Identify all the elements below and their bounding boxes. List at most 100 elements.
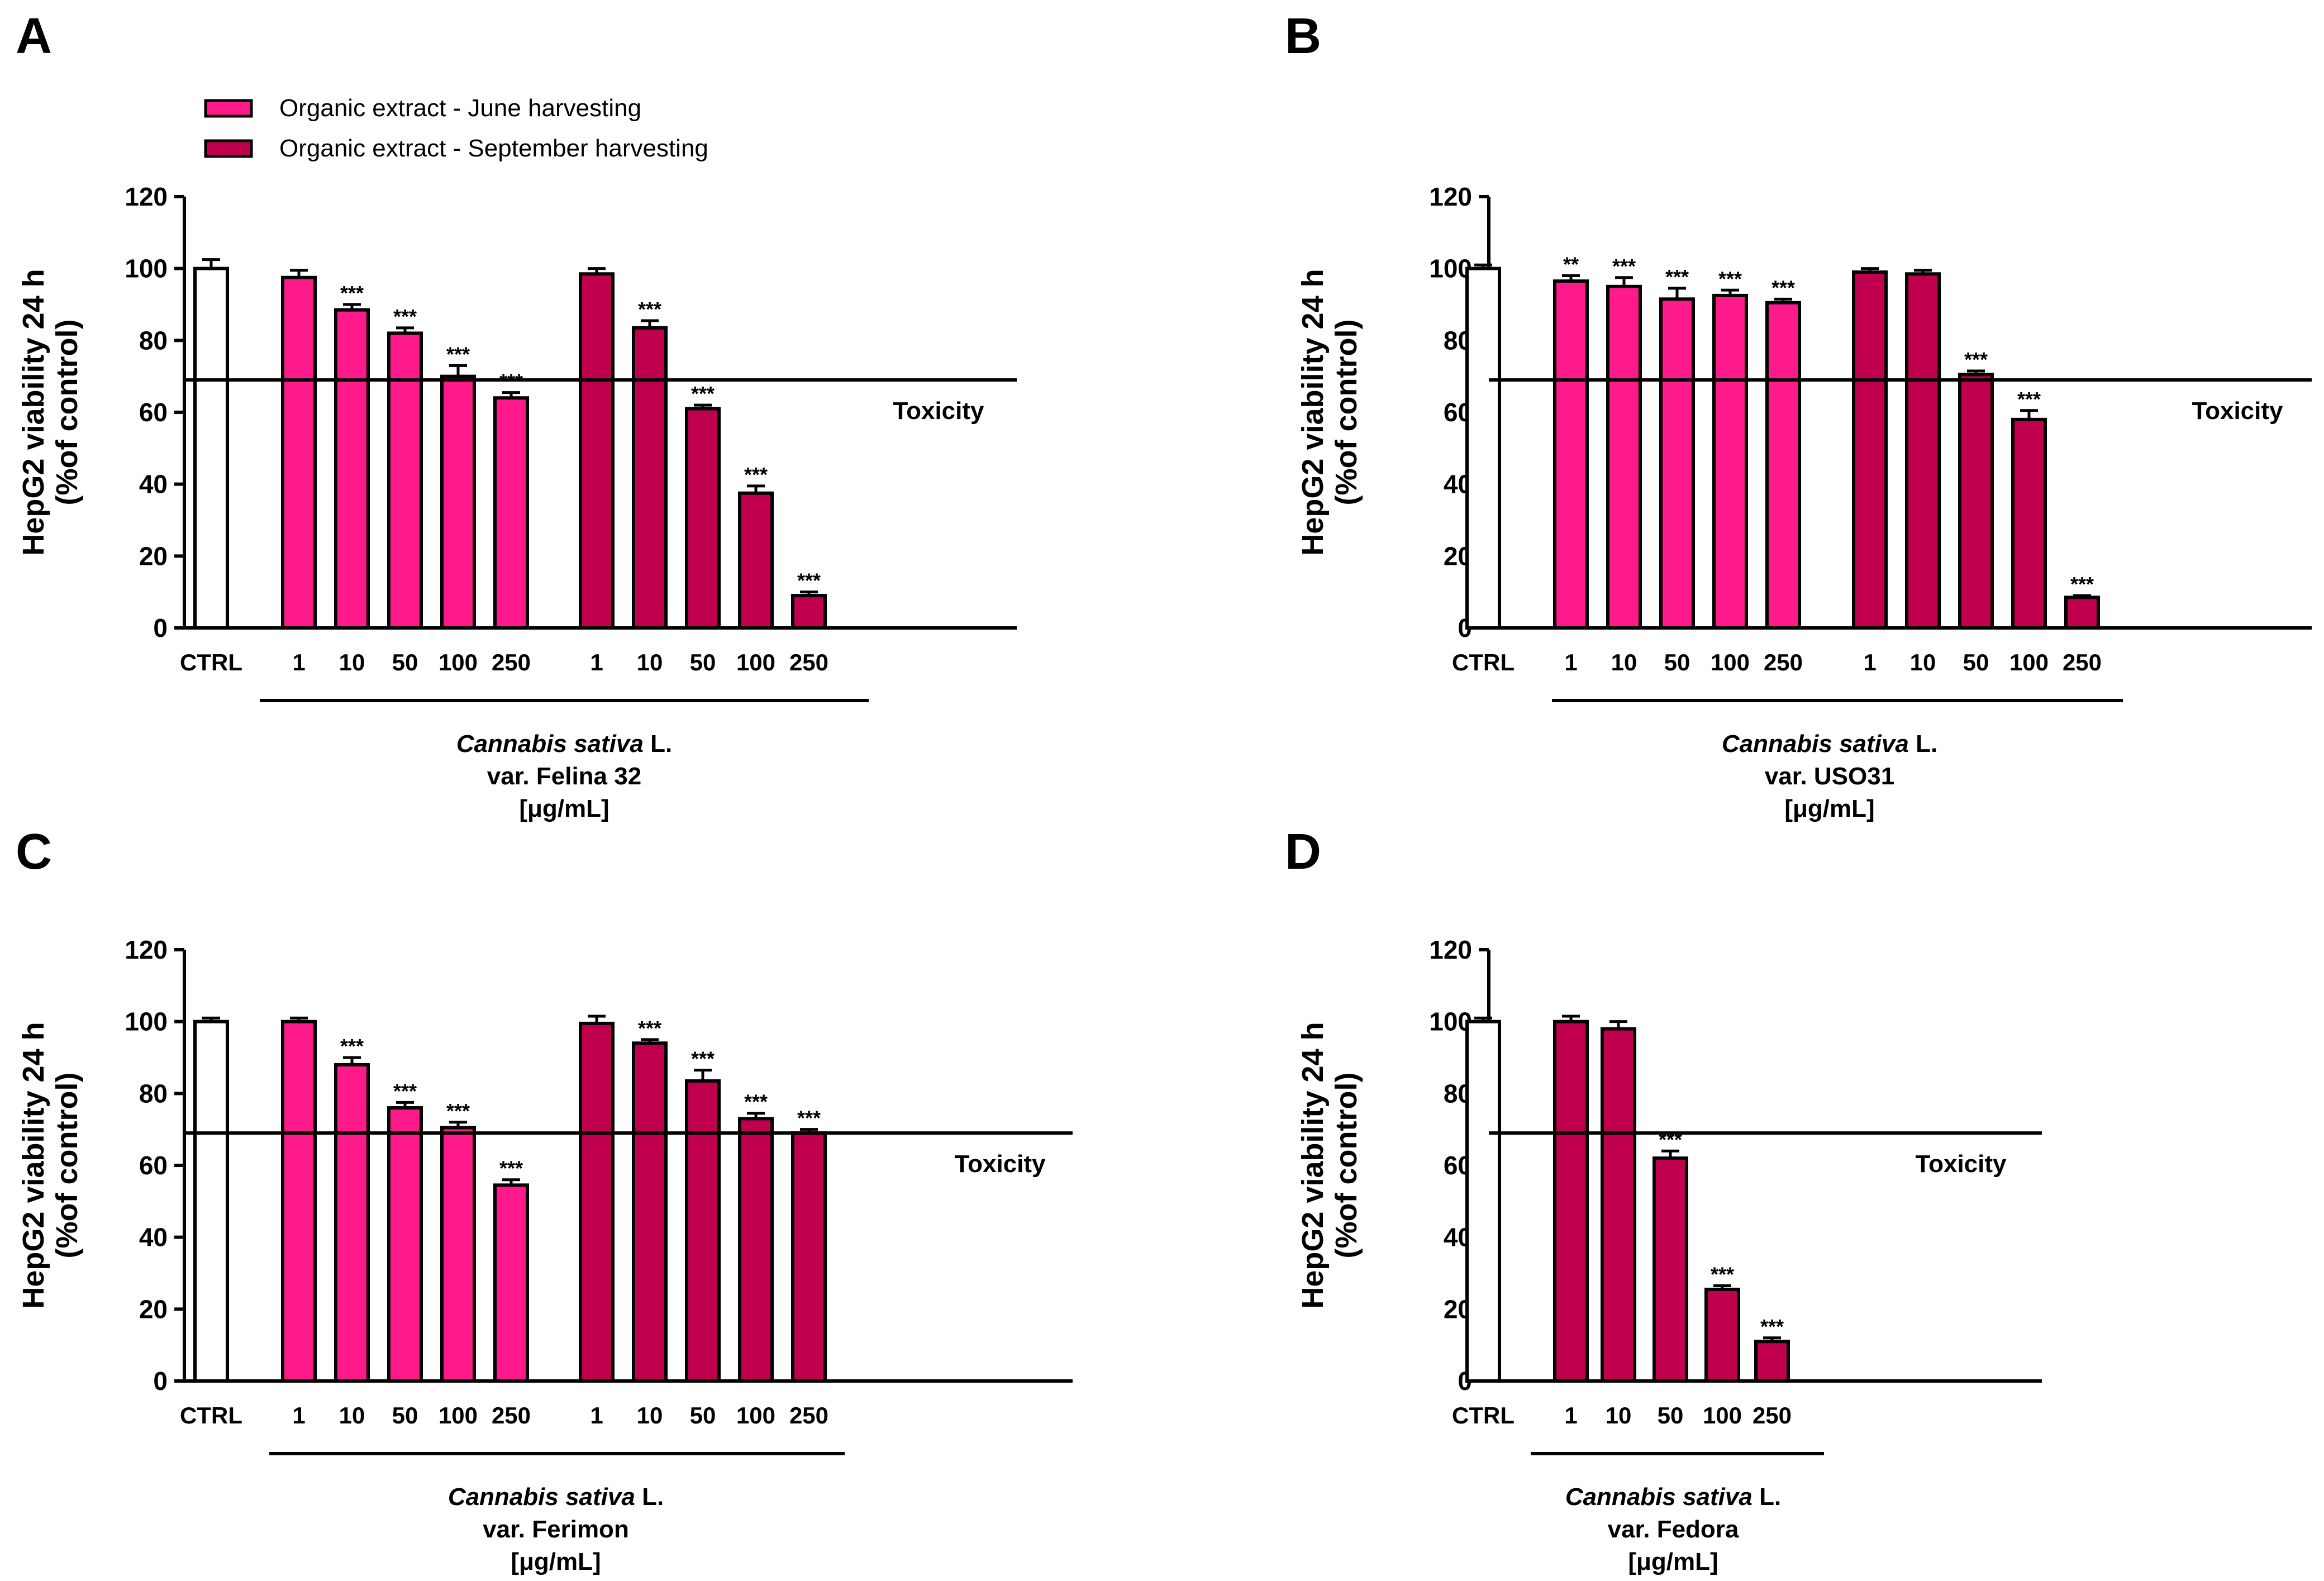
significance-label: *** (691, 382, 715, 405)
x-category-label: 1 (1564, 1402, 1577, 1428)
june-bar (281, 1020, 317, 1383)
september-bar (1754, 1340, 1790, 1383)
significance-label: ** (1563, 253, 1579, 276)
y-tick-label: 40 (139, 470, 168, 499)
june-bar (281, 275, 317, 630)
september-bar (791, 594, 827, 630)
x-category-label: 50 (392, 649, 418, 675)
significance-label: *** (340, 1035, 364, 1058)
ctrl-bar (193, 1020, 229, 1383)
y-axis-subtitle: (%of control) (50, 320, 84, 506)
x-category-label: 50 (690, 1402, 716, 1428)
x-category-label: 250 (789, 649, 828, 675)
y-tick-label: 60 (139, 398, 168, 427)
y-tick-label: 120 (125, 935, 168, 964)
group-label-unit: [μg/mL] (511, 1548, 601, 1575)
x-category-label: 250 (2063, 649, 2102, 675)
significance-label: *** (446, 1099, 470, 1122)
x-category-label: 1 (590, 649, 603, 675)
significance-label: *** (340, 282, 364, 304)
september-bar (579, 272, 615, 630)
significance-label: *** (1718, 267, 1742, 290)
x-category-label: 100 (439, 649, 478, 675)
significance-label: *** (638, 298, 661, 321)
x-category-label: 10 (637, 1402, 663, 1428)
x-category-label: 250 (492, 1402, 531, 1428)
x-category-label: 250 (492, 649, 531, 675)
x-category-label: 250 (1764, 649, 1803, 675)
y-tick-label: 20 (139, 1294, 168, 1323)
y-axis-title: HepG2 viability 24 h (1296, 269, 1330, 555)
september-bar (2064, 596, 2100, 630)
group-label-species: Cannabis sativa L. (448, 1483, 664, 1511)
x-category-label: CTRL (180, 649, 242, 675)
y-tick-label: 100 (125, 254, 168, 283)
y-tick-label: 80 (139, 326, 168, 355)
y-tick-label: 120 (1429, 182, 1472, 211)
y-tick-label: 100 (125, 1007, 168, 1036)
september-bar (632, 326, 668, 630)
x-category-label: 250 (789, 1402, 828, 1428)
september-bar (1704, 1287, 1740, 1383)
september-bar (791, 1131, 827, 1383)
x-category-label: 100 (1711, 649, 1750, 675)
september-bar (1553, 1020, 1589, 1383)
panel-letter: C (16, 824, 52, 880)
x-category-label: 1 (1564, 649, 1577, 675)
x-category-label: 100 (439, 1402, 478, 1428)
group-label-variety: var. USO31 (1765, 763, 1894, 790)
group-label-variety: var. Felina 32 (487, 763, 641, 790)
x-category-label: 1 (292, 1402, 305, 1428)
significance-label: *** (797, 1107, 821, 1130)
x-category-label: 10 (1910, 649, 1936, 675)
september-bar (1852, 270, 1888, 630)
x-category-label: 50 (690, 649, 716, 675)
y-axis-title: HepG2 viability 24 h (17, 1022, 50, 1308)
x-category-label: 100 (736, 649, 775, 675)
june-bar (1712, 293, 1748, 630)
june-bar (440, 374, 476, 630)
y-axis-subtitle: (%of control) (1330, 320, 1363, 506)
significance-label: *** (744, 1090, 768, 1113)
panel-letter: A (16, 8, 52, 64)
toxicity-label: Toxicity (2192, 397, 2283, 425)
significance-label: *** (797, 569, 821, 592)
y-tick-label: 0 (153, 1366, 168, 1396)
y-axis-title: HepG2 viability 24 h (1296, 1022, 1330, 1308)
toxicity-label: Toxicity (1915, 1150, 2007, 1178)
legend-label: Organic extract - September harvesting (279, 135, 708, 162)
legend-label: Organic extract - June harvesting (279, 94, 641, 122)
september-bar (738, 1117, 774, 1383)
september-bar (1652, 1156, 1688, 1383)
x-category-label: 10 (1606, 1402, 1632, 1428)
legend-swatch (204, 99, 253, 118)
september-bar (685, 1079, 721, 1383)
x-category-label: 1 (1863, 649, 1876, 675)
y-tick-label: 120 (1429, 935, 1472, 964)
significance-label: *** (1711, 1263, 1734, 1286)
significance-label: *** (691, 1047, 715, 1070)
significance-label: *** (393, 1079, 417, 1102)
y-tick-label: 100 (1429, 1007, 1472, 1036)
september-bar (2011, 417, 2047, 630)
significance-label: *** (393, 305, 417, 328)
x-category-label: 10 (339, 1402, 365, 1428)
september-bar (685, 407, 721, 630)
june-bar (387, 1106, 423, 1383)
y-tick-label: 0 (153, 613, 168, 642)
significance-label: *** (446, 342, 470, 365)
ctrl-bar (193, 266, 229, 630)
x-category-label: 10 (1611, 649, 1637, 675)
x-category-label: 100 (1703, 1402, 1742, 1428)
june-bar (493, 396, 529, 630)
x-category-label: 250 (1752, 1402, 1792, 1428)
y-tick-label: 120 (125, 182, 168, 211)
september-bar (1601, 1027, 1636, 1383)
x-category-label: CTRL (1452, 649, 1515, 675)
june-bar (1659, 297, 1695, 630)
significance-label: *** (2017, 388, 2041, 411)
significance-label: *** (638, 1017, 661, 1040)
group-label-species: Cannabis sativa L. (1722, 730, 1937, 758)
toxicity-label: Toxicity (893, 397, 984, 425)
